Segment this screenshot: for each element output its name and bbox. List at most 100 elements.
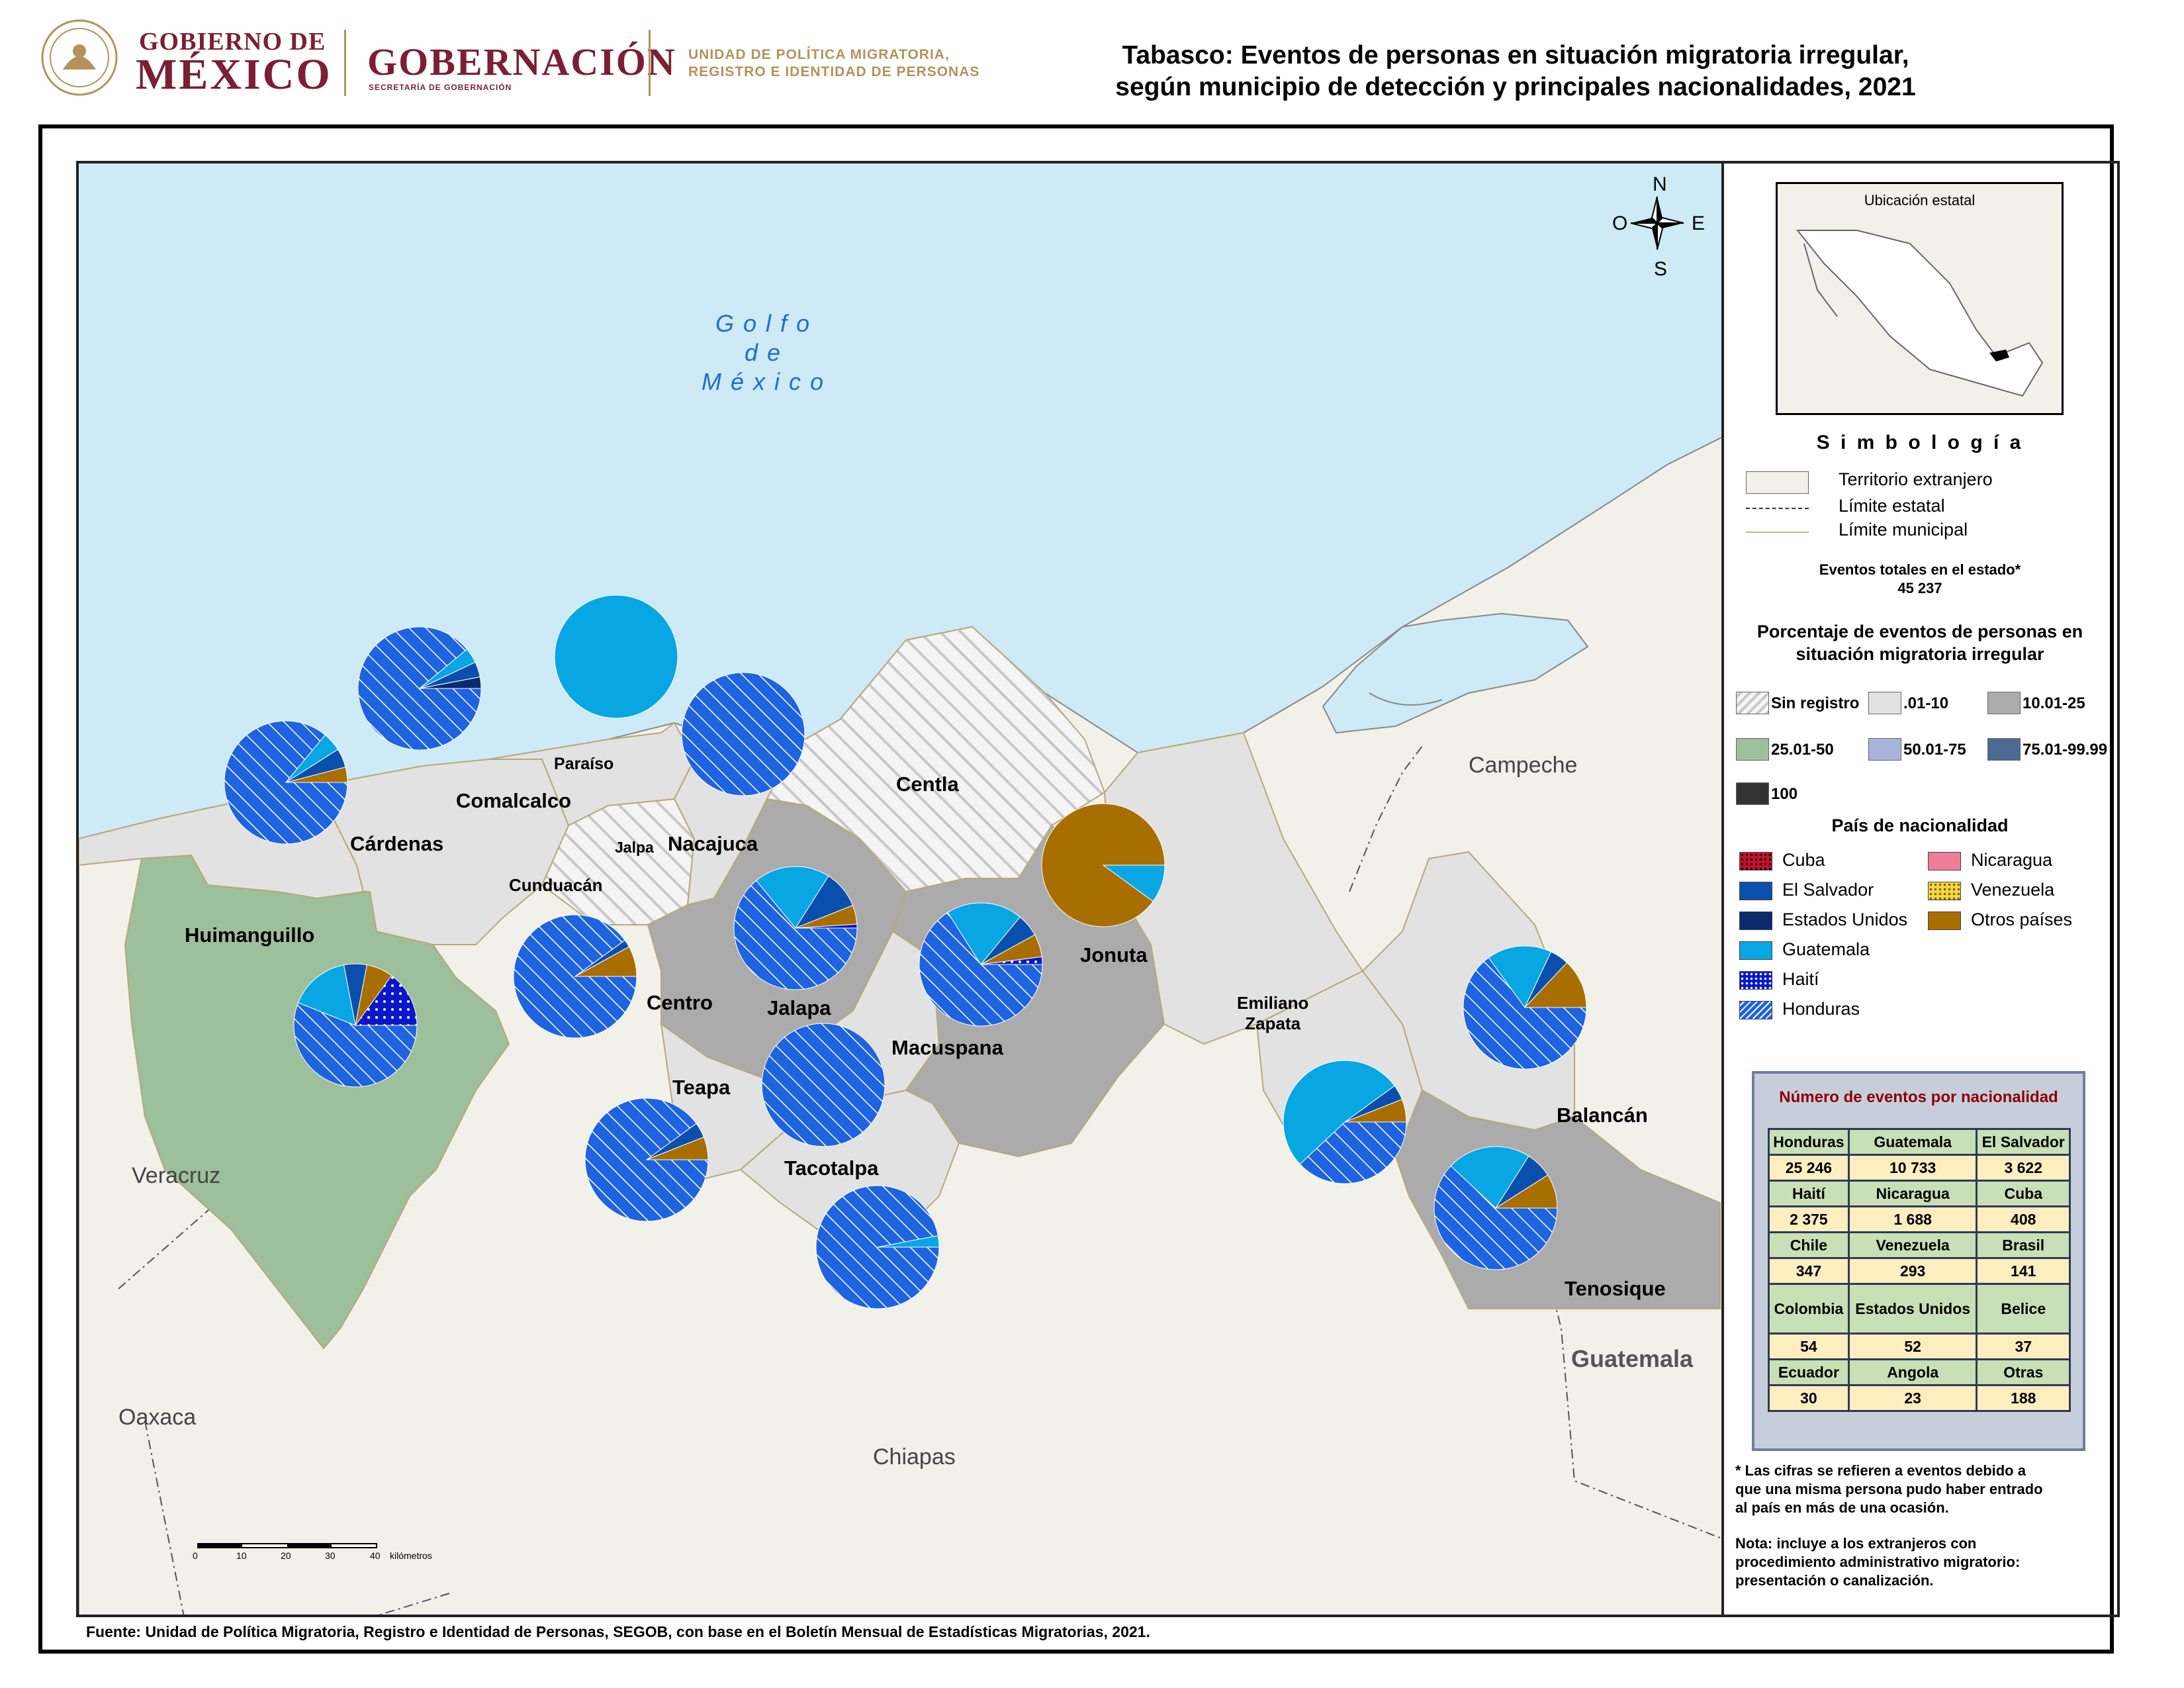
muni-label-jalapa: Jalapa [767,996,831,1019]
gov-main-text: MÉXICO [136,50,332,99]
class-label: 25.01-50 [1771,741,1834,759]
table-cell: Cuba [1976,1180,2071,1207]
table-row: Chile Venezuela Brasil [1768,1231,2071,1259]
pie-slice-honduras [815,1185,940,1309]
pie-emiliano-zapata [1283,1060,1407,1184]
pie-slice-guatemala [297,964,356,1026]
table-row: Honduras Guatemala El Salvador [1768,1128,2071,1156]
header-logos: GOBIERNO DE MÉXICO GOBERNACIÓN SECRETARÍ… [40,17,999,103]
footnote: * Las cifras se refieren a eventos debid… [1735,1462,2113,1590]
pie-tenosique [1433,1146,1558,1270]
scale-tick: 10 [236,1550,247,1561]
compass-e: E [1692,212,1706,234]
table-row: 54 52 37 [1768,1333,2071,1360]
muni-label-balancan: Balancán [1557,1103,1648,1127]
muni-label-paraiso: Paraíso [554,755,614,773]
pie-c-rdenas [224,720,348,845]
pie-tacotalpa [815,1185,940,1309]
state-label-campeche: Campeche [1469,753,1578,778]
compass-o: O [1612,212,1628,234]
table-row: Colombia Estados Unidos Belice [1768,1283,2071,1335]
table-cell: 52 [1847,1333,1978,1360]
table-cell: Brasil [1976,1231,2071,1259]
table-cell: Otras [1976,1358,2071,1386]
table-cell: 30 [1768,1384,1850,1412]
nationality-table: Honduras Guatemala El Salvador 25 246 10 73… [1768,1128,2071,1412]
pie-jalapa [761,1023,886,1147]
sea-label-line: México [701,368,833,395]
class-swatch-10-25 [1987,692,2021,714]
table-cell: 347 [1768,1257,1850,1285]
legend-state-label: Límite estatal [1839,496,1945,516]
divider [344,30,346,96]
muni-label-centla: Centla [896,773,959,796]
title-line2: según municipio de detección y principal… [1115,73,1916,101]
table-cell: 54 [1768,1333,1850,1360]
footnote-line: que una misma persona pudo haber entrado [1735,1481,2043,1497]
pie-slice-honduras [293,1002,418,1088]
upm-line2: REGISTRO E IDENTIDAD DE PERSONAS [688,64,980,79]
muni-label-cardenas: Cárdenas [350,832,444,855]
nat-label: Nicaragua [1971,850,2053,870]
map-panel: N S E O 0 10 20 30 40 kilómetros Golfo d… [76,161,1724,1617]
pie-nacajuca [681,672,805,796]
muni-label-line: Emiliano [1237,993,1309,1013]
table-cell: 1 688 [1847,1205,1978,1233]
nat-swatch-otros [1928,912,1961,930]
table-cell: Venezuela [1847,1231,1978,1259]
pie-teapa [584,1098,709,1222]
compass-s: S [1654,258,1668,280]
sea-label-line: de [744,339,790,366]
table-cell: Angola [1847,1358,1978,1386]
pie-slice-haiti [795,923,858,929]
nat-label: El Salvador [1782,880,1874,900]
state-label-chiapas: Chiapas [873,1444,956,1470]
pie-slice-otros [1494,1174,1558,1209]
spacer [1735,1517,2113,1534]
muni-label-huimanguillo: Huimanguillo [185,923,315,947]
table-cell: Guatemala [1847,1128,1978,1156]
pie-slice-honduras [1433,1165,1558,1270]
pie-cunduac-n [513,914,637,1039]
pie-centro [733,866,858,990]
note-line: procedimiento administrativo migratorio: [1735,1554,2021,1570]
table-title: Número de eventos por nacionalidad [1779,1088,2058,1106]
pie-slice-otros [1041,803,1165,927]
table-cell: Estados Unidos [1847,1283,1978,1335]
pie-para-so [554,594,678,719]
gov-top-text: GOBIERNO DE [139,28,326,56]
state-label-veracruz: Veracruz [132,1163,221,1188]
map-canvas [79,164,1721,1615]
state-label-oaxaca: Oaxaca [118,1405,197,1430]
outer-frame [38,124,2114,1654]
total-value: 45 237 [1897,580,1942,596]
legend-muni-label: Límite municipal [1839,520,1968,539]
inset-map: Ubicación estatal [1776,182,2064,415]
muni-label-comalcalco: Comalcalco [456,789,572,812]
divider [649,30,651,96]
table-cell: Chile [1768,1231,1850,1259]
muni-label-tacotalpa: Tacotalpa [784,1156,879,1180]
class-swatch-75-99 [1987,738,2021,761]
table-cell: Belice [1976,1283,2071,1335]
pie-slice-guatemala [1450,1146,1529,1209]
simbologia-title: S i m b o l o g í a [1816,432,2024,453]
table-cell: Nicaragua [1847,1180,1978,1207]
pie-charts [224,594,1587,1309]
class-swatch-25-50 [1736,738,1769,761]
coat-of-arms-icon [41,19,118,96]
table-cell: Ecuador [1768,1358,1850,1386]
pie-slice-honduras [224,720,348,845]
gob-sub-text: SECRETARÍA DE GOBERNACIÓN [369,83,512,92]
pie-slice-honduras [1463,957,1587,1070]
muni-label-cunduacan: Cunduacán [509,875,603,895]
legend-foreign-label: Territorio extranjero [1839,469,1993,489]
table-cell: 37 [1976,1333,2071,1360]
table-row: 2 375 1 688 408 [1768,1205,2071,1233]
scale-bar [197,1543,377,1548]
pie-slice-haiti [355,975,418,1026]
pie-slice-haiti [980,956,1043,965]
class-label: 50.01-75 [1903,741,1966,759]
class-swatch-50-75 [1868,738,1901,761]
muni-label-teapa: Teapa [672,1076,731,1099]
